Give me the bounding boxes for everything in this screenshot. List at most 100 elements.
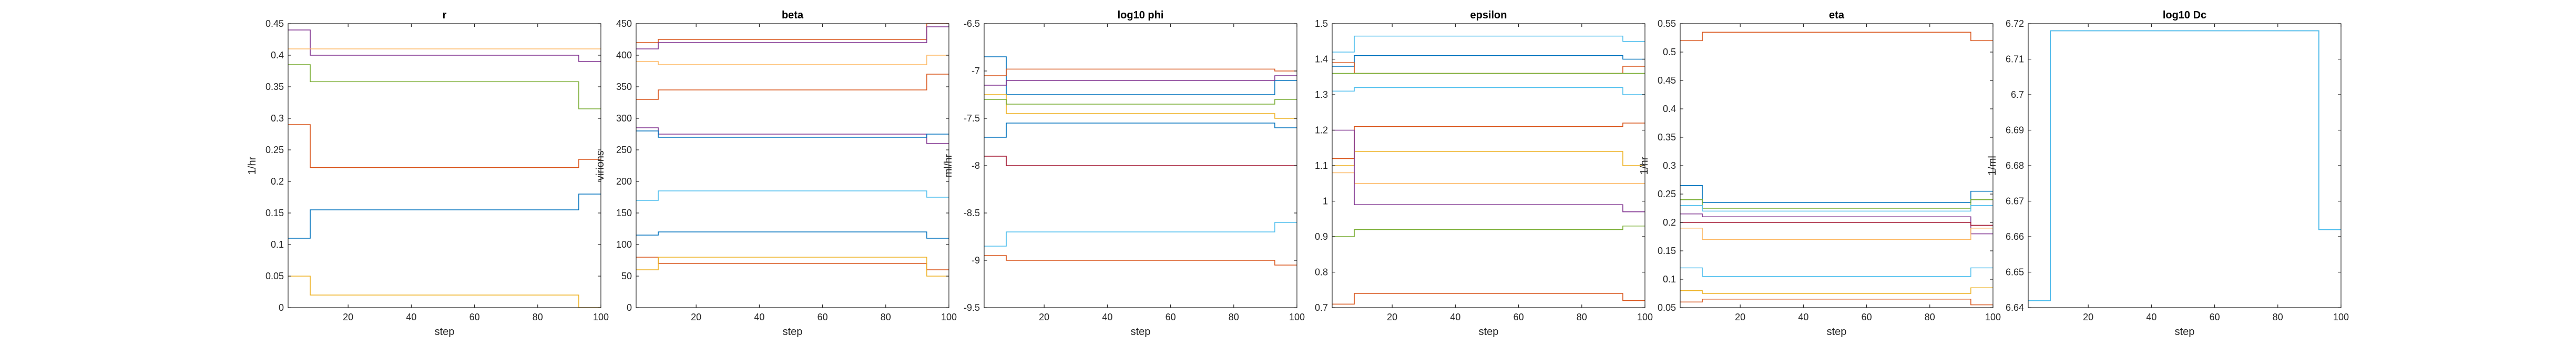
y-tick-label: 0.35 [265,82,284,92]
x-tick-label: 40 [406,312,416,322]
panel-title: epsilon [1470,9,1507,21]
x-tick-label: 40 [1450,312,1460,322]
y-tick-label: 1 [1323,196,1328,207]
x-axis-label: step [1131,326,1151,338]
series-line-2 [2028,30,2341,301]
y-tick-label: -8 [972,160,980,171]
y-tick-label: 6.66 [2006,231,2024,242]
panel-title: eta [1829,9,1845,21]
series-line-3 [984,75,1297,86]
y-tick-label: 0.5 [1663,47,1676,57]
y-tick-label: 0.3 [271,113,284,124]
series-line-2 [1680,185,1993,203]
x-tick-label: 100 [593,312,609,322]
y-tick-label: 50 [621,271,632,281]
series-line-4 [1680,205,1993,212]
series-line-6 [1332,123,1645,159]
series-line-7 [984,156,1297,166]
series-line-6 [984,123,1297,138]
chart-panel-1: 20 40 60 80 100 0 0.05 0.1 0.15 0.2 0.25 0.3 0.35 0.4… [247,9,609,338]
y-tick-label: -6.5 [964,18,980,29]
panel-title: log10 phi [1118,9,1164,21]
y-tick-label: 0.25 [265,145,284,155]
y-tick-label: 0.05 [265,271,284,281]
y-tick-label: 150 [616,208,632,218]
x-tick-label: 100 [1985,312,2001,322]
y-axis-label: 1/hr [1639,156,1650,175]
series-line-2 [1332,55,1645,67]
series-line-6 [636,130,949,138]
y-axis-label: ml/hr [943,154,954,177]
y-tick-label: 1.3 [1315,89,1328,100]
y-tick-label: 0.55 [1658,18,1676,29]
y-tick-label: 6.71 [2006,54,2024,65]
y-tick-label: 1.5 [1315,18,1328,29]
series-line-3 [636,55,949,65]
y-tick-label: 0.3 [1663,160,1676,171]
x-tick-label: 80 [881,312,891,322]
x-axis-label: step [1479,326,1499,338]
y-tick-label: 0.05 [1658,302,1676,313]
x-axis-label: step [1827,326,1847,338]
y-tick-label: 100 [616,239,632,250]
series-line-4 [984,94,1297,119]
x-tick-label: 80 [1925,312,1935,322]
y-tick-label: 0.2 [1663,217,1676,228]
y-tick-label: 0.25 [1658,189,1676,199]
series-line-10 [636,257,949,277]
y-tick-label: 0.8 [1315,267,1328,278]
x-tick-label: 100 [1289,312,1305,322]
y-tick-label: 0.4 [271,50,284,60]
y-tick-label: 1.1 [1315,160,1328,171]
y-tick-label: 6.69 [2006,125,2024,136]
y-tick-label: 6.7 [2011,89,2024,100]
y-tick-label: 0.4 [1663,104,1676,114]
series-line-8 [636,231,949,239]
x-tick-label: 80 [1229,312,1239,322]
x-tick-label: 20 [1039,312,1049,322]
y-tick-label: 6.65 [2006,267,2024,278]
x-tick-label: 100 [941,312,957,322]
y-tick-label: 250 [616,145,632,155]
x-tick-label: 40 [2146,312,2156,322]
series-line-5 [288,64,601,109]
y-tick-label: 0.35 [1658,132,1676,143]
series-line-10 [1680,299,1993,306]
y-tick-label: 0.1 [271,239,284,250]
x-tick-label: 100 [1637,312,1653,322]
y-tick-label: 450 [616,18,632,29]
x-tick-label: 80 [1577,312,1587,322]
chart-panel-2: 20 40 60 80 100 0 50 100 150 200 250 300 350 400 450 be… [595,9,957,338]
chart-panel-5: 20 40 60 80 100 0.05 0.1 0.15 0.2 0.25 0.3 0.35 0.4 0… [1639,9,2001,338]
y-tick-label: -9 [972,255,980,266]
x-tick-label: 20 [1387,312,1397,322]
y-tick-label: -7.5 [964,113,980,124]
axes-frame [288,23,601,308]
y-axis-label: 1/ml [1987,156,1998,176]
chart-panel-3: 20 40 60 80 100 -9.5 -9 -8.5 -8 -7.5 -7 -6.5 log10 p… [943,9,1305,338]
series-line-5 [1332,87,1645,95]
panel-title: beta [782,9,804,21]
y-tick-label: -9.5 [964,302,980,313]
series-line-10 [1332,225,1645,237]
series-line-5 [636,127,949,144]
x-tick-label: 40 [1102,312,1112,322]
chart-panel-4: 20 40 60 80 100 0.7 0.8 0.9 1 1.1 1.2 1.3 1.4 1.5 epsi… [1315,9,1653,338]
series-line-5 [1680,214,1993,235]
y-tick-label: 6.64 [2006,302,2024,313]
series-line-1 [984,56,1297,95]
x-tick-label: 20 [2083,312,2093,322]
y-tick-label: 0.7 [1315,302,1328,313]
series-line-8 [984,222,1297,247]
series-line-9 [1332,129,1645,212]
x-axis-label: step [783,326,803,338]
y-axis-label: 1/hr [247,156,258,175]
y-tick-label: 6.72 [2006,18,2024,29]
y-tick-label: 300 [616,113,632,124]
y-tick-label: 0.45 [1658,75,1676,86]
series-line-11 [1332,293,1645,305]
y-tick-label: 350 [616,82,632,92]
y-tick-label: 1.4 [1315,54,1328,65]
